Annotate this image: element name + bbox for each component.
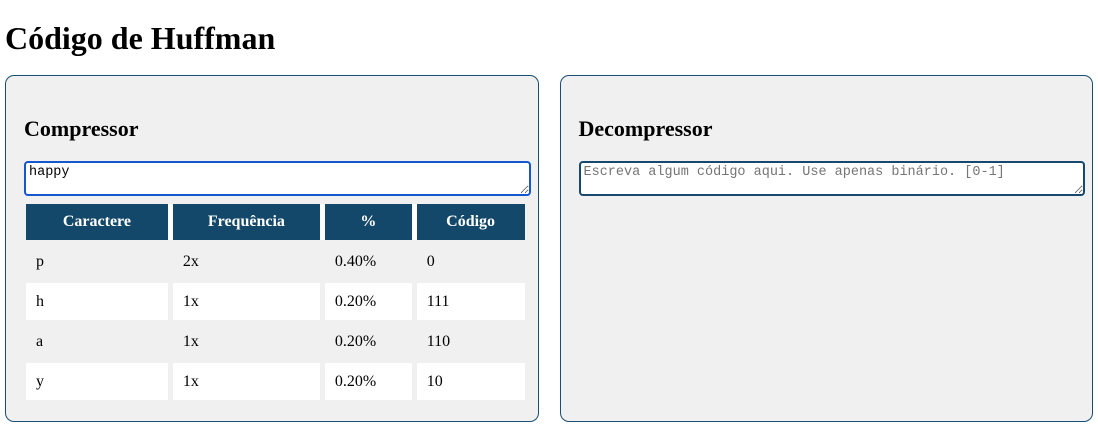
compressor-heading: Compressor [24, 116, 139, 141]
table-row: y 1x 0.20% 10 [24, 363, 528, 401]
table-cell: y [24, 363, 171, 401]
table-row: p 2x 0.40% 0 [24, 243, 528, 280]
page-title: Código de Huffman [5, 20, 276, 56]
table-row: a 1x 0.20% 110 [24, 323, 528, 360]
compressor-text-input[interactable]: happy [24, 161, 531, 197]
table-cell: 1x [171, 283, 323, 321]
table-cell: 2x [182, 253, 199, 271]
table-row: h 1x 0.20% 111 [24, 283, 528, 321]
table-cell: p [36, 253, 44, 271]
table-cell: 0.20% [323, 363, 415, 401]
frequency-table-body: p 2x 0.40% 0 h 1x 0.20% 111 a 1x 0.20% 110 y 1x 0.20% 1… [24, 243, 528, 401]
table-header-row: Caractere Frequência % Código [24, 204, 528, 241]
table-cell: 1x [182, 333, 199, 351]
decompressor-panel: Decompressor [559, 75, 1093, 423]
table-cell: 0 [426, 253, 435, 271]
decompressor-text-input[interactable] [578, 161, 1085, 197]
column-header-caractere: Caractere [24, 204, 171, 241]
table-cell: a [36, 333, 44, 351]
frequency-table: Caractere Frequência % Código p 2x 0.40% 0 h… [24, 201, 528, 403]
compressor-panel: Compressor happy Caractere Frequência % … [5, 75, 539, 423]
table-cell: 0.20% [334, 333, 377, 351]
table-cell: 1x [171, 363, 323, 401]
decompressor-heading: Decompressor [578, 116, 713, 141]
table-cell: 110 [426, 333, 451, 351]
column-header-frequencia: Frequência [170, 204, 323, 241]
table-cell: h [24, 283, 171, 321]
table-cell: 0.40% [334, 253, 377, 271]
table-cell: 0.20% [323, 283, 415, 321]
table-cell: 111 [415, 283, 528, 321]
column-header-codigo: Código [414, 204, 528, 241]
frequency-table-head: Caractere Frequência % Código [24, 204, 528, 241]
column-header-percent: % [322, 204, 415, 241]
table-cell: 10 [415, 363, 528, 401]
panels-container: Compressor happy Caractere Frequência % … [5, 75, 1093, 423]
